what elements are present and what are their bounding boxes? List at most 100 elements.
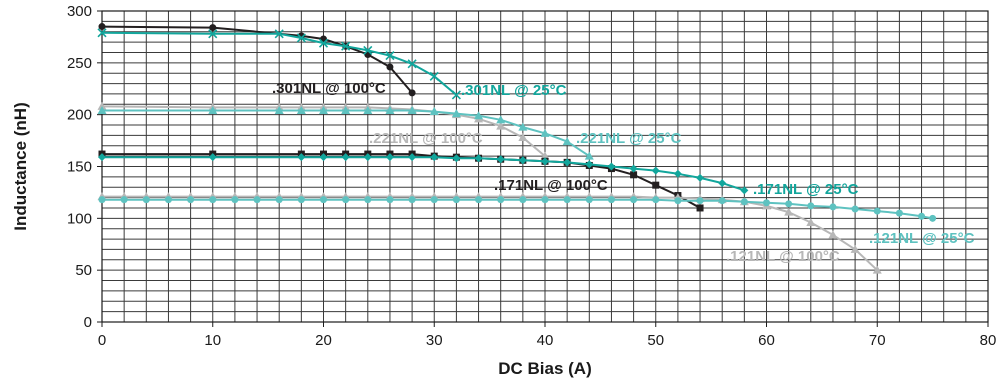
data-point: [496, 121, 506, 130]
data-point: [584, 151, 594, 160]
series-label-4: .221NL @ 25°C: [576, 130, 682, 147]
data-point: [407, 59, 417, 69]
data-point: [496, 155, 505, 164]
data-point: [386, 63, 394, 71]
data-point: [497, 196, 505, 204]
y-tick-label: 300: [67, 3, 92, 20]
data-point: [452, 154, 461, 163]
data-point: [740, 186, 749, 195]
plot-grid: [101, 10, 989, 323]
y-tick-label: 150: [67, 159, 92, 176]
x-tick-label: 20: [315, 332, 332, 349]
series-label-1: .301NL @ 100°C: [272, 80, 386, 97]
data-point: [541, 157, 549, 166]
data-point: [120, 196, 128, 204]
data-point: [540, 128, 550, 137]
data-point: [164, 196, 172, 204]
data-point: [872, 265, 882, 274]
data-point: [274, 106, 284, 115]
data-point: [563, 158, 572, 167]
x-tick-label: 10: [204, 332, 221, 349]
data-point: [740, 198, 748, 206]
data-point: [385, 153, 394, 162]
data-point: [652, 196, 660, 204]
x-tick-label: 0: [98, 332, 106, 349]
series-label-8: .121NL @ 25°C: [869, 230, 975, 247]
data-point: [209, 196, 217, 204]
data-point: [673, 169, 682, 178]
series-label-6: .171NL @ 25°C: [753, 181, 859, 198]
data-point: [718, 179, 727, 188]
data-point: [363, 106, 373, 115]
data-point: [828, 230, 838, 239]
series-label-2: .301NL @ 25°C: [461, 82, 567, 99]
data-point: [607, 196, 615, 204]
data-point: [429, 71, 439, 81]
data-point: [208, 106, 218, 115]
y-tick-label: 250: [67, 55, 92, 72]
data-point: [364, 196, 372, 204]
y-axis-title: Inductance (nH): [11, 102, 30, 230]
y-tick-label: 0: [84, 314, 92, 331]
data-point: [929, 214, 937, 222]
data-point: [806, 217, 816, 226]
data-point: [408, 153, 417, 162]
data-point: [142, 196, 150, 204]
data-point: [674, 197, 682, 205]
data-point: [918, 212, 926, 220]
data-point: [430, 153, 439, 162]
series-layer: [97, 23, 937, 274]
data-point: [98, 153, 106, 162]
data-point: [208, 153, 217, 162]
data-point: [763, 199, 770, 207]
x-tick-label: 80: [980, 332, 997, 349]
x-tick-label: 60: [758, 332, 775, 349]
data-point: [585, 196, 593, 204]
data-point: [784, 207, 794, 216]
series-8: [98, 196, 937, 222]
y-tick-label: 50: [75, 262, 92, 279]
data-point: [607, 162, 616, 171]
data-point: [296, 106, 306, 115]
data-point: [451, 109, 461, 118]
data-point: [629, 164, 638, 173]
data-point: [452, 196, 460, 204]
y-tick-label: 200: [67, 107, 92, 124]
data-point: [296, 33, 306, 43]
data-point: [451, 90, 461, 100]
data-point: [873, 207, 881, 215]
series-4: [97, 106, 594, 160]
series-label-7: .121NL @ 100°C: [726, 248, 840, 265]
data-point: [363, 153, 372, 162]
x-axis-title: DC Bias (A): [498, 359, 592, 378]
data-point: [363, 45, 373, 55]
data-point: [407, 106, 417, 115]
data-point: [318, 38, 329, 48]
data-point: [342, 196, 350, 204]
data-point: [562, 137, 572, 146]
y-tick-label: 100: [67, 210, 92, 227]
data-point: [97, 101, 107, 110]
data-point: [253, 196, 261, 204]
data-point: [895, 209, 903, 217]
data-point: [429, 107, 439, 116]
plot-axes: 0 10 20 30 40 50 60 70 80 0 50 100 150 200 250 300: [67, 3, 996, 349]
series-label-5: .171NL @ 100°C: [494, 177, 608, 194]
data-point: [209, 24, 217, 32]
series-2: [97, 28, 461, 100]
series-label-3: .221NL @ 100°C: [369, 130, 483, 147]
data-point: [696, 204, 704, 212]
data-point: [696, 197, 704, 205]
data-point: [518, 156, 527, 165]
x-tick-label: 70: [869, 332, 886, 349]
data-point: [187, 196, 195, 204]
x-tick-label: 30: [426, 332, 443, 349]
x-tick-label: 50: [647, 332, 664, 349]
data-point: [475, 196, 483, 204]
data-point: [652, 181, 660, 189]
data-point: [98, 23, 106, 31]
data-point: [319, 153, 328, 162]
data-point: [385, 51, 395, 61]
data-point: [275, 196, 283, 204]
